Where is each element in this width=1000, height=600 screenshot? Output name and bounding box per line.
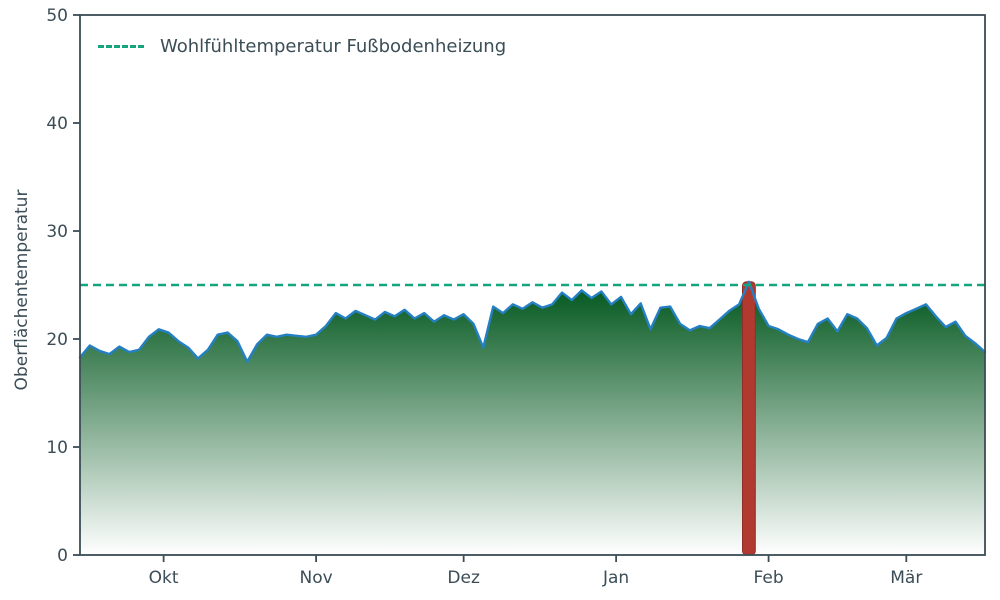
x-tick-label: Nov [299, 568, 332, 588]
legend: Wohlfühltemperatur Fußbodenheizung [98, 36, 506, 57]
x-tick-label: Dez [447, 568, 480, 588]
y-tick-label: 30 [46, 222, 68, 242]
plot-border [79, 14, 986, 556]
y-tick-label: 10 [46, 438, 68, 458]
legend-label: Wohlfühltemperatur Fußbodenheizung [160, 36, 507, 57]
x-tick-label: Okt [149, 568, 179, 588]
y-tick-label: 20 [46, 330, 68, 350]
y-tick-label: 50 [46, 6, 68, 26]
x-tick-label: Jan [602, 568, 629, 588]
temperature-area-fill [80, 281, 985, 555]
x-tick-label: Mär [890, 568, 922, 588]
temperature-line [78, 280, 987, 363]
highlight-bar [742, 281, 756, 556]
y-axis-label: Oberflächentemperatur [12, 189, 32, 391]
legend-dashed-line-sample [98, 45, 144, 48]
x-tick-label: Feb [754, 568, 784, 588]
y-tick-label: 40 [46, 114, 68, 134]
y-tick-label: 0 [57, 546, 68, 566]
